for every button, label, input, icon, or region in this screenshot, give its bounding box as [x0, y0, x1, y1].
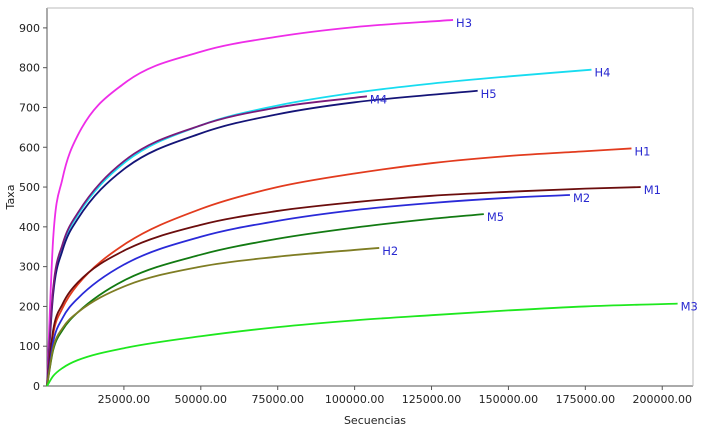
y-tick-label: 100 — [19, 340, 40, 353]
series-label-h1: H1 — [634, 144, 650, 158]
series-label-m1: M1 — [644, 183, 661, 197]
y-ticks: 0 100 200 300 400 500 600 700 800 900 — [19, 22, 47, 393]
x-tick-label: 150000.00 — [479, 393, 539, 406]
y-tick-label: 200 — [19, 300, 40, 313]
series-line-m2 — [46, 194, 570, 387]
series-line-h5 — [46, 89, 478, 387]
series-label-m4: M4 — [370, 92, 387, 106]
series-line-h4 — [46, 68, 592, 387]
series-label-m5: M5 — [487, 210, 504, 224]
x-tick-label: 75000.00 — [251, 393, 304, 406]
series-label-m2: M2 — [573, 191, 590, 205]
series-line-m4 — [46, 95, 368, 387]
x-axis-title: Secuencias — [344, 414, 406, 427]
series-line-m1 — [46, 186, 641, 387]
series-line-h1 — [46, 147, 632, 387]
series-line-h2 — [46, 247, 380, 387]
series-line-m5 — [46, 213, 484, 387]
series-labels: H3 H4 H5 M4 H1 M1 M2 M5 H2 M3 — [370, 16, 698, 314]
series-label-h4: H4 — [594, 66, 610, 80]
series-label-h5: H5 — [481, 87, 497, 101]
x-tick-label: 50000.00 — [175, 393, 228, 406]
y-tick-label: 900 — [19, 22, 40, 35]
series-label-h2: H2 — [382, 244, 398, 258]
x-tick-label: 125000.00 — [402, 393, 462, 406]
y-tick-label: 500 — [19, 181, 40, 194]
y-tick-label: 400 — [19, 221, 40, 234]
series-group — [46, 19, 678, 387]
y-tick-label: 300 — [19, 261, 40, 274]
y-tick-label: 800 — [19, 62, 40, 75]
series-line-m3 — [46, 302, 678, 387]
series-label-m3: M3 — [681, 300, 698, 314]
y-tick-label: 600 — [19, 141, 40, 154]
x-tick-label: 175000.00 — [556, 393, 616, 406]
x-ticks: 25000.00 50000.00 75000.00 100000.00 125000.… — [98, 386, 692, 406]
y-axis-title: Taxa — [4, 185, 17, 211]
y-tick-label: 0 — [33, 380, 40, 393]
x-tick-label: 200000.00 — [632, 393, 692, 406]
x-tick-label: 100000.00 — [325, 393, 385, 406]
x-tick-label: 25000.00 — [98, 393, 151, 406]
series-line-h3 — [46, 19, 454, 387]
y-tick-label: 700 — [19, 101, 40, 114]
series-label-h3: H3 — [456, 16, 472, 30]
